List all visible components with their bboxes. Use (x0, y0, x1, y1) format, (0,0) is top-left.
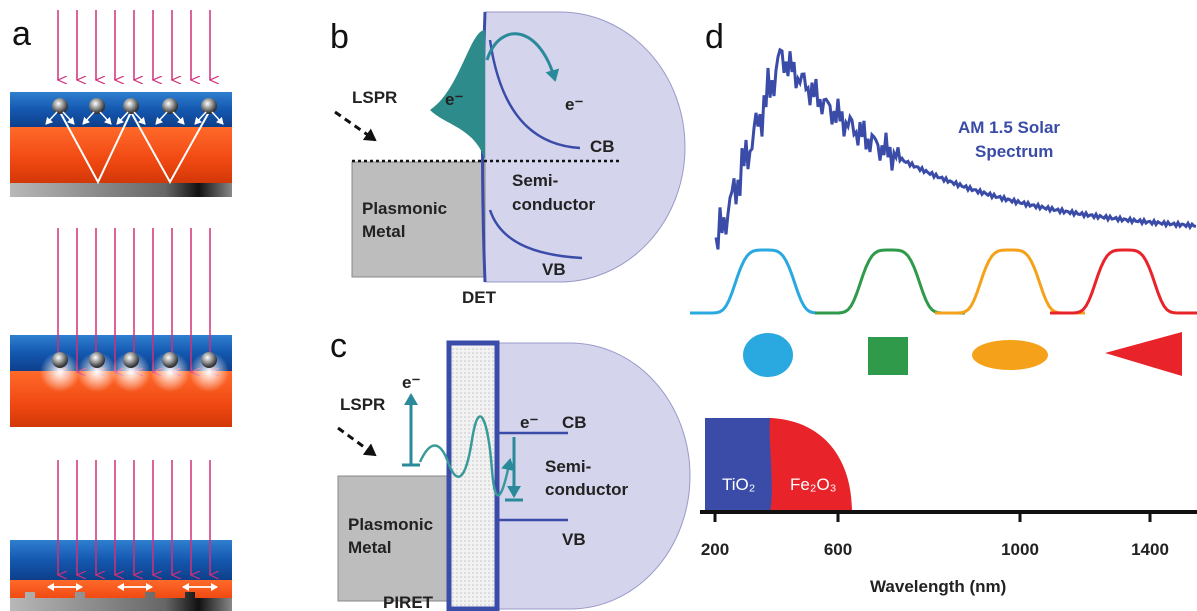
nanoparticle (123, 352, 139, 368)
panel-c: LSPR e⁻ e⁻ CB Semi- conductor Plasmonic … (337, 340, 691, 611)
absorption-curve (1050, 248, 1197, 315)
metal-label: Plasmonic (362, 199, 447, 218)
panel-b: LSPR e⁻ e⁻ CB Semi- conductor Plasmonic … (334, 11, 686, 307)
nanoparticle (201, 352, 217, 368)
semiconductor-label: conductor (545, 480, 628, 499)
scatter-arrow (99, 111, 112, 125)
cb-label: CB (562, 413, 587, 432)
caption: DET (462, 288, 497, 307)
nanoparticle (201, 98, 217, 114)
metal-label: Plasmonic (348, 515, 433, 534)
nf-glow (40, 352, 80, 392)
nanoparticle (52, 352, 68, 368)
sphere-shape (743, 333, 793, 377)
lspr-label: LSPR (340, 395, 385, 414)
fe2o3-band (769, 418, 852, 512)
energy-transfer (418, 415, 515, 497)
scatter-arrow (82, 111, 95, 125)
nf-glow (111, 352, 151, 392)
panel-a (10, 10, 232, 611)
cb-label: CB (590, 137, 615, 156)
spectrum-label: Spectrum (975, 142, 1053, 161)
nanoparticle (162, 98, 178, 114)
nanoparticle (89, 352, 105, 368)
spectrum-label: AM 1.5 Solar (958, 118, 1060, 137)
material-label: Fe₂O₃ (790, 475, 837, 494)
nf-glow (77, 352, 117, 392)
hot-electron-distribution (430, 30, 485, 160)
nf-glow (189, 352, 229, 392)
semiconductor-label: Semi- (512, 171, 558, 190)
electron-label: e⁻ (445, 90, 463, 109)
electron-label: e⁻ (402, 373, 420, 392)
axis-label: Wavelength (nm) (870, 577, 1006, 596)
layer (10, 92, 232, 127)
vb-label: VB (562, 530, 586, 549)
absorption-curve (815, 248, 965, 315)
panel-d: AM 1.5 Solar Spectrum TiO₂ Fe₂O₃ 200 600 1… (690, 47, 1197, 596)
scatter-arrow (194, 111, 207, 125)
solar-spectrum (714, 47, 1197, 250)
grating (10, 592, 232, 611)
metal-block (337, 475, 451, 602)
panel-label: c (330, 327, 347, 365)
absorption-curves (690, 248, 1197, 315)
scatter-arrow (62, 111, 75, 125)
light-arrow (334, 110, 377, 142)
layer (10, 540, 232, 580)
metal-block (351, 161, 486, 278)
triangle-shape (1105, 332, 1182, 376)
light-arrow (337, 426, 377, 457)
scatter-arrow (116, 111, 129, 125)
scatter-arrow (133, 111, 146, 125)
absorption-curve (690, 248, 840, 315)
panel-label: d (705, 18, 724, 56)
rod-shape (972, 340, 1048, 370)
tio2-band (705, 418, 773, 512)
cb-band (488, 39, 581, 150)
semiconductor-shape (484, 11, 686, 283)
panel-label: a (12, 15, 31, 53)
nanoparticle (123, 98, 139, 114)
electron-transfer-arrow (485, 32, 560, 82)
nanoparticle (89, 98, 105, 114)
panel-label: b (330, 18, 349, 56)
metal-label: Metal (362, 222, 405, 241)
layer (10, 183, 232, 197)
material-label: TiO₂ (722, 475, 755, 494)
axis-ticks: 200 600 1000 1400 (701, 512, 1169, 559)
vb-band (488, 209, 583, 260)
nf-glow (150, 352, 190, 392)
semiconductor-label: Semi- (545, 457, 591, 476)
semiconductor-label: conductor (512, 195, 595, 214)
nanoparticle (162, 352, 178, 368)
scatter-arrow (172, 111, 185, 125)
electron-label: e⁻ (565, 95, 583, 114)
vb-label: VB (542, 260, 566, 279)
lspr-label: LSPR (352, 88, 397, 107)
caption: PIRET (383, 593, 434, 611)
absorption-curve (935, 248, 1085, 315)
cube-shape (868, 337, 908, 375)
scatter-arrow (155, 111, 168, 125)
scatter-arrow (45, 111, 58, 125)
metal-label: Metal (348, 538, 391, 557)
tick-label: 600 (824, 540, 852, 559)
tick-label: 200 (701, 540, 729, 559)
tick-label: 1400 (1131, 540, 1169, 559)
scatter-arrow (211, 111, 224, 125)
semiconductor-shape (494, 342, 691, 610)
electron-label: e⁻ (520, 413, 538, 432)
tick-label: 1000 (1001, 540, 1039, 559)
nanoparticle (52, 98, 68, 114)
